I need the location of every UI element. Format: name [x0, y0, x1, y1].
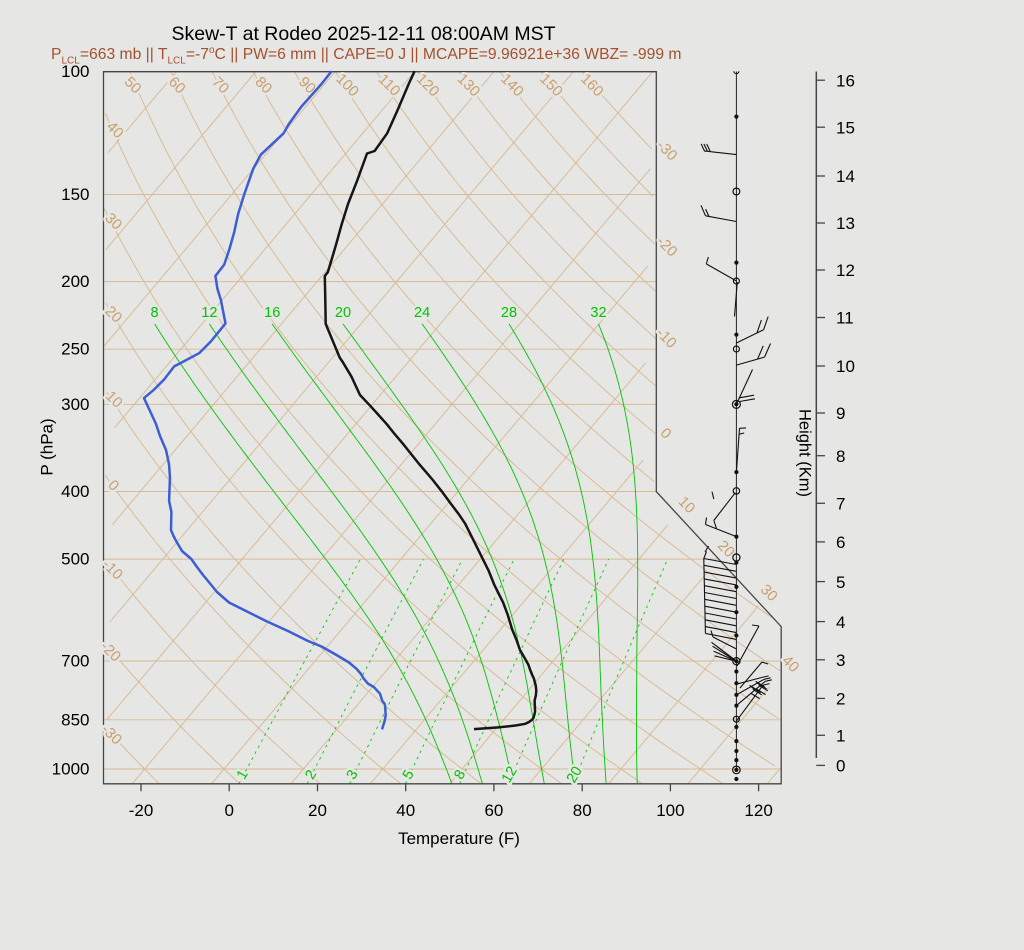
svg-text:100: 100	[61, 62, 89, 81]
svg-text:8: 8	[451, 767, 469, 782]
svg-text:200: 200	[61, 272, 89, 291]
svg-text:P (hPa): P (hPa)	[38, 418, 57, 475]
svg-text:Temperature (F): Temperature (F)	[398, 829, 520, 848]
svg-text:400: 400	[61, 482, 89, 501]
svg-text:140: 140	[497, 70, 527, 100]
svg-text:32: 32	[590, 305, 606, 321]
svg-text:0: 0	[224, 801, 233, 820]
svg-text:8: 8	[836, 447, 845, 466]
svg-text:4: 4	[836, 613, 845, 632]
svg-text:3: 3	[836, 651, 845, 670]
svg-text:-30: -30	[653, 137, 680, 164]
svg-text:130: 130	[454, 70, 484, 100]
svg-text:10: 10	[675, 493, 699, 517]
svg-text:5: 5	[836, 573, 845, 592]
svg-text:12: 12	[836, 261, 855, 280]
svg-text:700: 700	[61, 652, 89, 671]
svg-text:80: 80	[252, 73, 276, 97]
svg-text:30: 30	[101, 210, 125, 234]
svg-text:60: 60	[484, 801, 503, 820]
svg-text:20: 20	[101, 303, 125, 327]
svg-text:150: 150	[536, 70, 566, 100]
svg-text:120: 120	[413, 70, 443, 100]
svg-text:40: 40	[778, 652, 802, 676]
svg-text:70: 70	[208, 73, 232, 97]
svg-text:10: 10	[836, 357, 855, 376]
svg-text:1: 1	[836, 727, 845, 746]
svg-text:2: 2	[302, 767, 320, 782]
svg-text:11: 11	[836, 309, 854, 328]
svg-text:120: 120	[744, 801, 772, 820]
svg-text:40: 40	[103, 118, 127, 142]
svg-text:1000: 1000	[52, 760, 90, 779]
svg-text:80: 80	[573, 801, 592, 820]
svg-text:250: 250	[61, 340, 89, 359]
svg-text:5: 5	[400, 767, 418, 782]
svg-text:16: 16	[264, 305, 280, 321]
svg-text:-20: -20	[129, 801, 154, 820]
svg-text:15: 15	[836, 118, 855, 137]
svg-text:Height (Km): Height (Km)	[796, 409, 814, 497]
svg-text:60: 60	[165, 73, 189, 97]
svg-text:10: 10	[102, 388, 126, 412]
svg-text:13: 13	[836, 214, 855, 233]
svg-text:20: 20	[335, 305, 351, 321]
svg-text:7: 7	[836, 495, 845, 514]
svg-text:8: 8	[151, 305, 159, 321]
svg-text:12: 12	[201, 305, 217, 321]
svg-text:150: 150	[61, 185, 89, 204]
svg-text:30: 30	[757, 581, 781, 605]
svg-text:28: 28	[501, 305, 517, 321]
svg-text:24: 24	[414, 305, 430, 321]
svg-text:9: 9	[836, 404, 845, 423]
svg-text:500: 500	[61, 550, 89, 569]
svg-text:3: 3	[344, 767, 362, 782]
svg-text:1: 1	[234, 767, 252, 782]
svg-text:0: 0	[657, 425, 675, 443]
svg-text:100: 100	[332, 70, 362, 100]
svg-text:2: 2	[836, 690, 845, 709]
svg-text:90: 90	[295, 73, 319, 97]
svg-text:300: 300	[61, 395, 89, 414]
svg-text:850: 850	[61, 710, 89, 729]
svg-text:50: 50	[121, 73, 145, 97]
svg-text:6: 6	[836, 533, 845, 552]
svg-text:14: 14	[836, 167, 855, 186]
svg-text:0: 0	[836, 757, 845, 776]
svg-text:20: 20	[564, 764, 586, 786]
svg-text:100: 100	[656, 801, 684, 820]
svg-text:12: 12	[499, 764, 521, 786]
svg-text:20: 20	[308, 801, 327, 820]
svg-text:-20: -20	[653, 233, 680, 260]
svg-text:40: 40	[396, 801, 415, 820]
svg-text:-10: -10	[99, 556, 126, 583]
svg-text:16: 16	[836, 71, 855, 90]
